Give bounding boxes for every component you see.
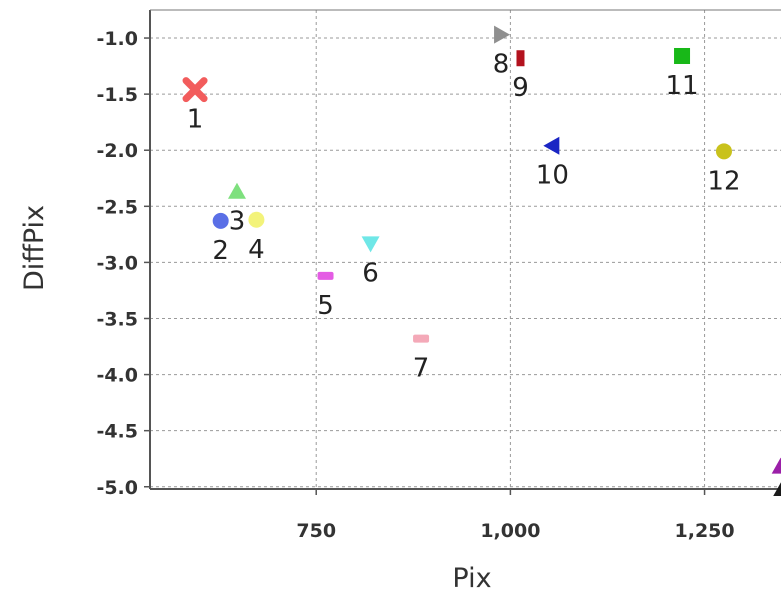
data-point-5 bbox=[317, 271, 334, 280]
data-point-7 bbox=[413, 334, 430, 343]
point-label-8: 8 bbox=[493, 50, 510, 80]
data-point-4 bbox=[248, 211, 265, 228]
point-label-11: 11 bbox=[665, 71, 698, 101]
point-label-3: 3 bbox=[229, 207, 246, 237]
plot-background bbox=[150, 10, 781, 489]
point-label-1: 1 bbox=[187, 105, 204, 135]
data-point bbox=[771, 457, 781, 474]
grid-lines bbox=[150, 10, 781, 489]
point-label-7: 7 bbox=[413, 354, 430, 384]
y-tick-label: -1.0 bbox=[96, 28, 138, 50]
data-point-11 bbox=[674, 47, 691, 64]
data-point bbox=[773, 482, 781, 496]
axes bbox=[144, 9, 781, 495]
point-label-5: 5 bbox=[317, 291, 334, 321]
point-label-6: 6 bbox=[362, 258, 379, 288]
point-label-12: 12 bbox=[707, 166, 740, 196]
y-axis-title: DiffPix bbox=[19, 205, 50, 291]
x-tick-label: 1,250 bbox=[675, 520, 735, 542]
x-tick-label: 1,000 bbox=[480, 520, 540, 542]
y-tick-label: -4.5 bbox=[96, 421, 138, 443]
x-tick-label: 750 bbox=[296, 520, 336, 542]
y-tick-label: -3.5 bbox=[96, 308, 138, 330]
data-point-6 bbox=[361, 236, 380, 253]
y-tick-label: -5.0 bbox=[96, 477, 138, 499]
y-tick-label: -3.0 bbox=[96, 252, 138, 274]
data-point-10 bbox=[543, 136, 560, 155]
data-point-1 bbox=[182, 77, 208, 103]
point-label-2: 2 bbox=[212, 236, 229, 266]
data-point-12 bbox=[715, 143, 732, 160]
y-tick-label: -4.0 bbox=[96, 365, 138, 387]
data-point-9 bbox=[516, 50, 525, 67]
point-label-9: 9 bbox=[512, 73, 529, 103]
point-label-10: 10 bbox=[536, 161, 569, 191]
x-axis-title: Pix bbox=[452, 563, 491, 594]
data-point-8 bbox=[494, 25, 511, 44]
y-tick-label: -2.5 bbox=[96, 196, 138, 218]
data-point-3 bbox=[227, 182, 246, 199]
x-tick-labels: 750 1,000 1,250 bbox=[296, 520, 734, 542]
y-tick-label: -2.0 bbox=[96, 140, 138, 162]
data-point-2 bbox=[212, 212, 229, 229]
point-label-4: 4 bbox=[248, 235, 265, 265]
y-tick-labels: -1.0 -1.5 -2.0 -2.5 -3.0 -3.5 -4.0 -4.5 -5.0 bbox=[96, 28, 138, 499]
y-tick-label: -1.5 bbox=[96, 84, 138, 106]
